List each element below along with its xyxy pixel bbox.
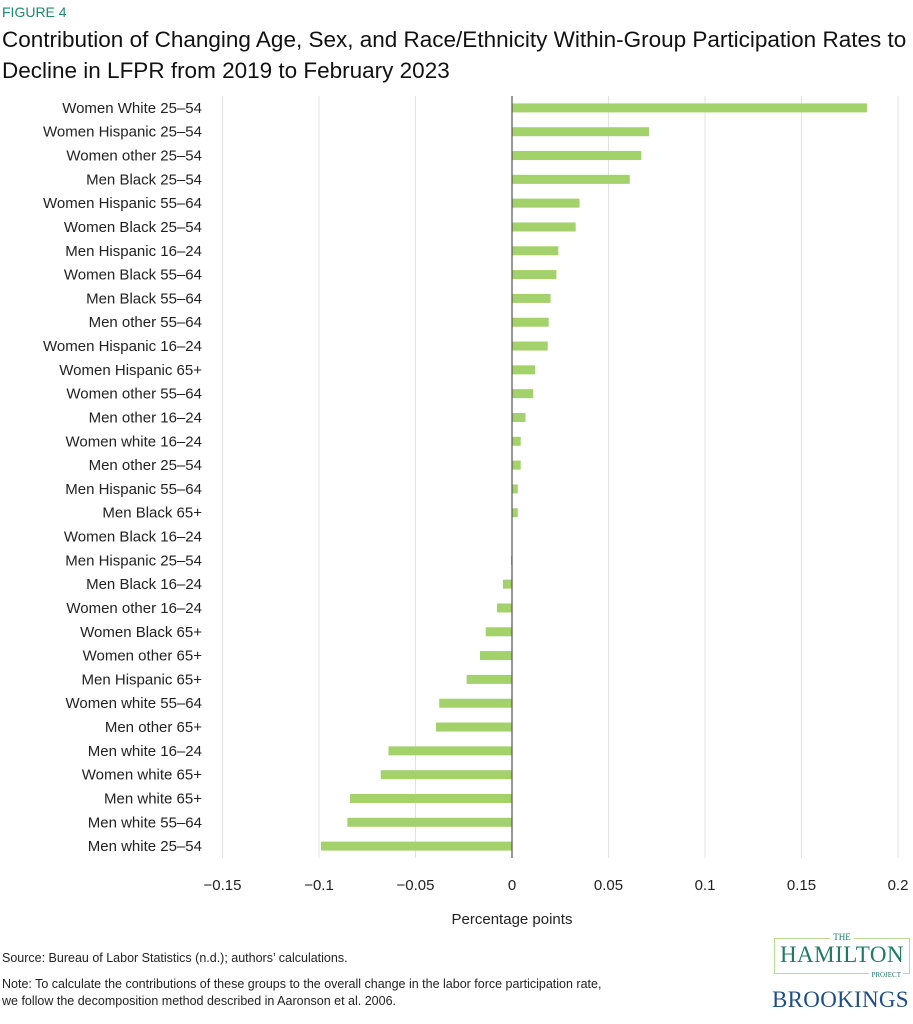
- x-axis-title: Percentage points: [452, 911, 573, 928]
- bar: [512, 151, 642, 161]
- category-label: Women other 55–64: [66, 386, 202, 403]
- category-label: Men Hispanic 25–54: [65, 552, 202, 569]
- bar: [512, 389, 534, 399]
- category-label: Women Black 55–64: [64, 267, 202, 284]
- bar: [512, 293, 551, 303]
- category-label: Men white 55–64: [88, 814, 202, 831]
- bar: [439, 698, 512, 708]
- bar: [512, 246, 559, 256]
- bar: [512, 460, 521, 470]
- bars: [320, 96, 868, 858]
- bar: [512, 508, 518, 518]
- category-label: Women Black 65+: [80, 624, 202, 641]
- x-tick-label: −0.1: [304, 877, 334, 894]
- category-label: Women Hispanic 25–54: [43, 124, 202, 141]
- category-label: Men Hispanic 16–24: [65, 243, 202, 260]
- bar: [350, 793, 512, 803]
- bar: [485, 627, 512, 637]
- note-line-1: Note: To calculate the contributions of …: [2, 977, 602, 991]
- bar: [512, 317, 549, 327]
- category-label: Women white 55–64: [66, 695, 202, 712]
- bar: [512, 174, 630, 184]
- category-label: Women other 16–24: [66, 600, 202, 617]
- logo-the: THE: [830, 932, 854, 942]
- x-tick-label: 0.05: [594, 877, 623, 894]
- source-text: Source: Bureau of Labor Statistics (n.d.…: [2, 951, 348, 965]
- category-label: Men Hispanic 65+: [82, 671, 203, 688]
- bar: [466, 674, 512, 684]
- category-label: Men white 16–24: [88, 743, 202, 760]
- brookings-logo: BROOKINGS: [772, 987, 909, 1012]
- category-label: Women White 25–54: [62, 100, 202, 117]
- category-label: Women Hispanic 16–24: [43, 338, 202, 355]
- bar: [512, 412, 526, 422]
- x-tick-label: 0: [508, 877, 516, 894]
- hamilton-project-logo: THE HAMILTON PROJECT: [774, 932, 910, 979]
- category-label: Men white 25–54: [88, 838, 202, 855]
- x-tick-label: 0.2: [888, 877, 909, 894]
- chart-title: Contribution of Changing Age, Sex, and R…: [2, 27, 907, 83]
- tick-labels: −0.15 −0.1 −0.05 0 0.05 0.1 0.15 0.2: [204, 877, 909, 894]
- bar: [512, 341, 548, 351]
- bar: [435, 722, 512, 732]
- x-tick-label: −0.05: [397, 877, 435, 894]
- category-label: Men other 65+: [105, 719, 202, 736]
- bar-chart: Women White 25–54 Women Hispanic 25–54 Wom…: [43, 96, 909, 928]
- logo-hamilton: HAMILTON: [779, 942, 905, 967]
- bar: [512, 484, 518, 494]
- category-label: Women Hispanic 55–64: [43, 195, 202, 212]
- logo-project: PROJECT: [869, 971, 903, 979]
- gridlines: [222, 96, 899, 858]
- figure-label: FIGURE 4: [2, 4, 67, 20]
- bar: [512, 365, 536, 375]
- x-tick-label: −0.15: [204, 877, 242, 894]
- category-label: Men white 65+: [104, 790, 202, 807]
- bar: [512, 127, 650, 137]
- category-label: Men Black 25–54: [86, 171, 202, 188]
- bar: [479, 651, 512, 661]
- bar: [502, 579, 512, 589]
- x-tick-label: 0.1: [695, 877, 716, 894]
- bar: [496, 603, 512, 613]
- bar: [320, 841, 512, 851]
- category-label: Women Hispanic 65+: [59, 362, 202, 379]
- bar: [512, 222, 576, 232]
- category-label: Men Black 55–64: [86, 290, 202, 307]
- bar: [512, 103, 868, 113]
- bar: [380, 770, 512, 780]
- category-label: Men Black 65+: [102, 505, 202, 522]
- category-label: Women white 65+: [82, 767, 202, 784]
- category-label: Women other 65+: [83, 648, 203, 665]
- category-label: Men Hispanic 55–64: [65, 481, 202, 498]
- bar: [512, 198, 580, 208]
- category-label: Women white 16–24: [66, 433, 202, 450]
- bar: [512, 270, 557, 280]
- category-label: Women Black 16–24: [64, 529, 202, 546]
- bar: [388, 746, 512, 756]
- category-label: Men other 55–64: [89, 314, 202, 331]
- category-label: Men other 25–54: [89, 457, 202, 474]
- bar: [347, 817, 512, 827]
- bar: [512, 436, 521, 446]
- category-label: Men Black 16–24: [86, 576, 202, 593]
- x-tick-label: 0.15: [787, 877, 816, 894]
- category-labels: Women White 25–54 Women Hispanic 25–54 Wom…: [43, 100, 202, 855]
- note-line-2: we follow the decomposition method descr…: [2, 994, 396, 1008]
- category-label: Women Black 25–54: [64, 219, 202, 236]
- category-label: Men other 16–24: [89, 409, 202, 426]
- category-label: Women other 25–54: [66, 148, 202, 165]
